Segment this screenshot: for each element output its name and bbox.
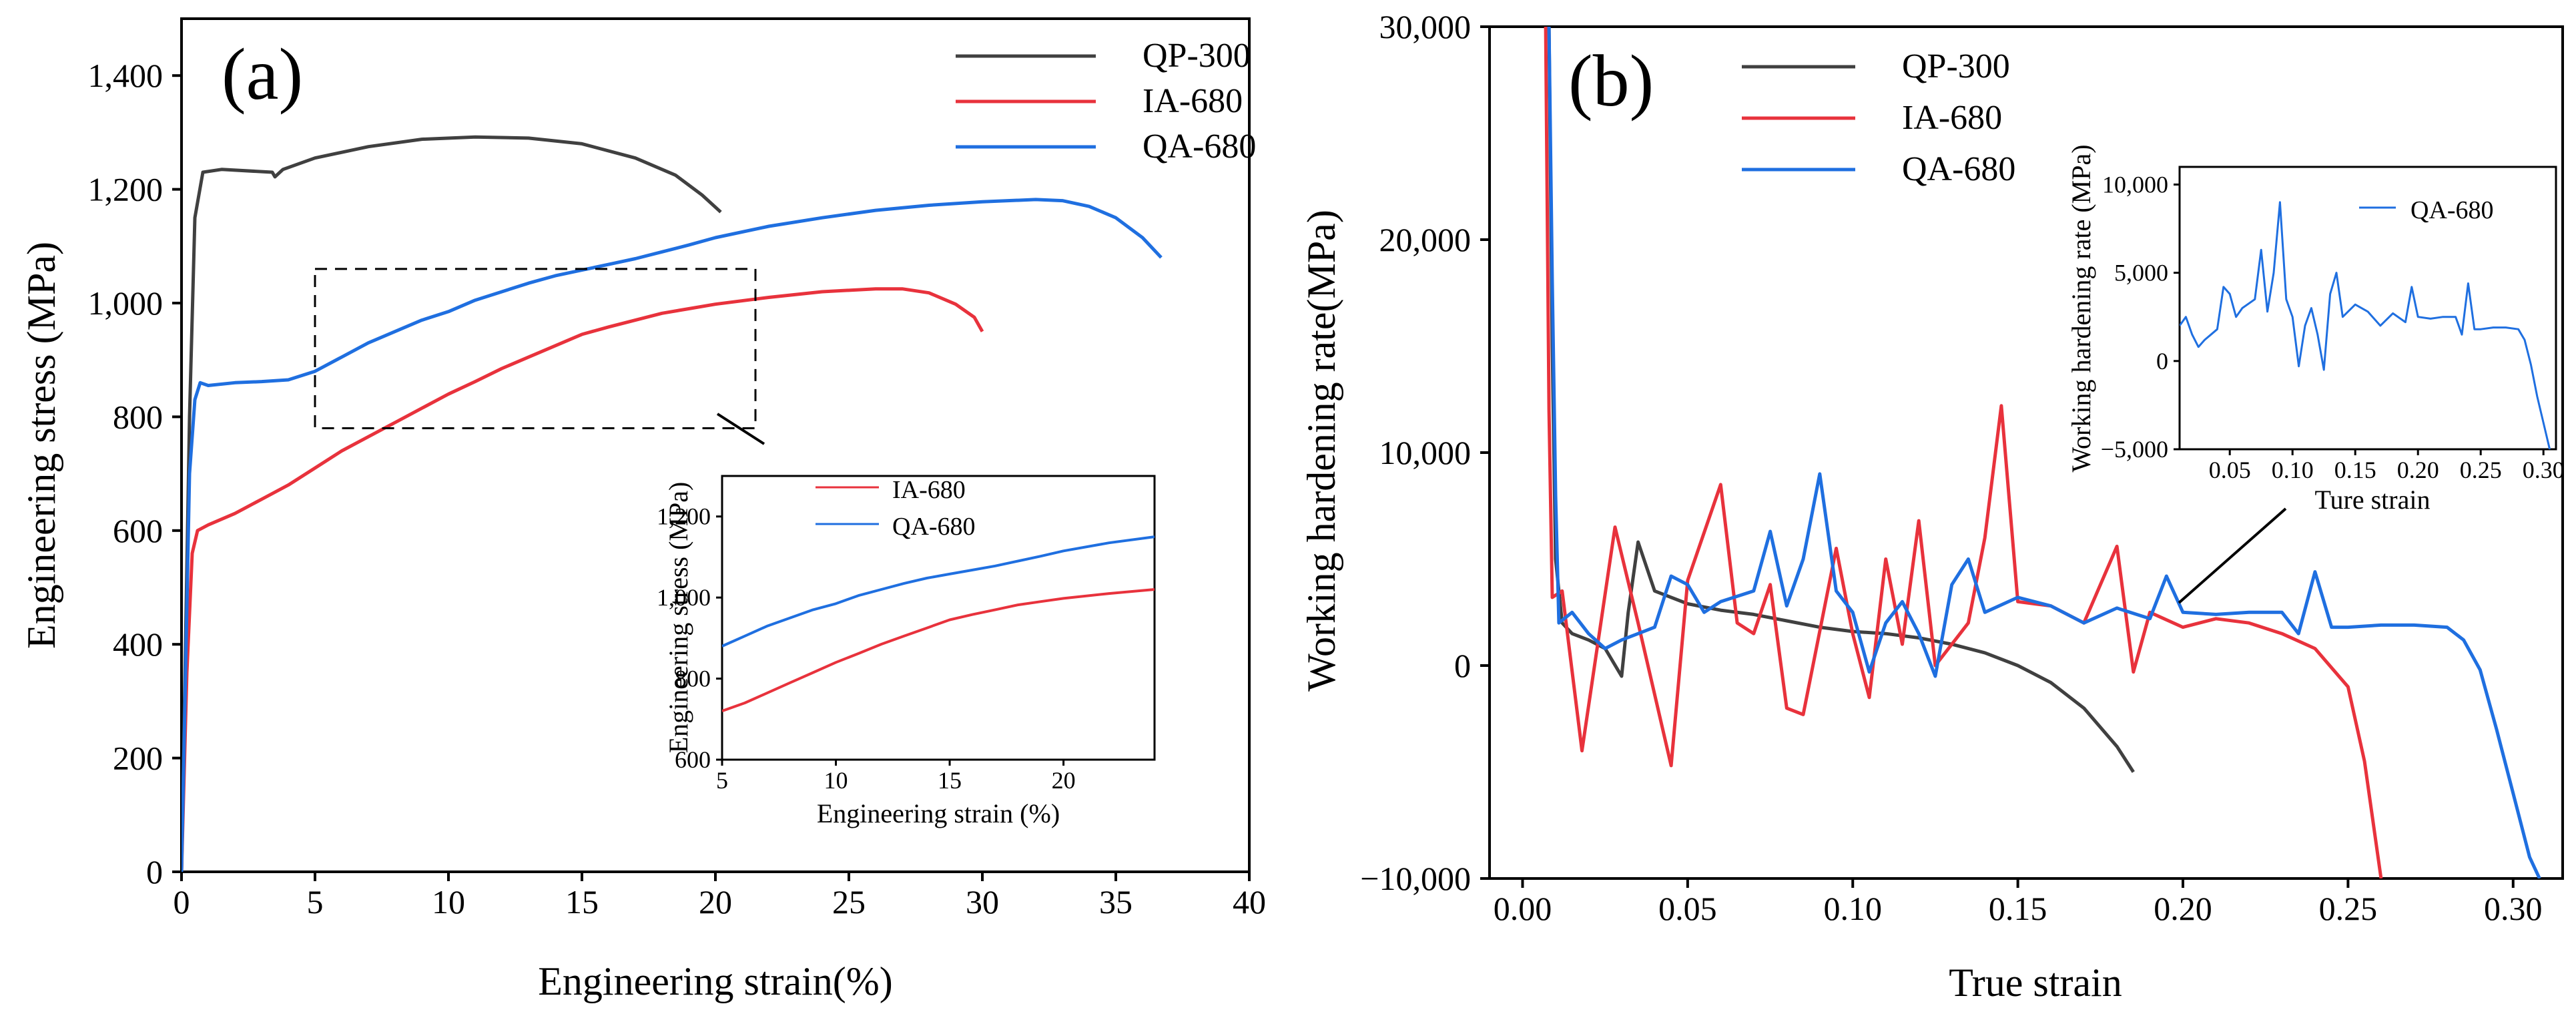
a-x-axis-title: Engineering strain(%) [538,959,892,1003]
b-inset-plot-frame [2178,166,2557,451]
b-legend-label: IA-680 [1902,99,2002,137]
a-inset-y-tick-label: 800 [675,666,711,692]
a-x-tick-label: 30 [966,883,999,921]
a-x-tick-label: 5 [307,883,324,921]
b-x-axis-title: True strain [1949,961,2122,1005]
b-inset-connector [2178,507,2287,604]
a-y-tick-label: 200 [113,740,163,777]
a-series-ia-680 [182,287,984,872]
a-series-qp-300 [182,135,722,872]
a-series-qa-680 [182,198,1163,872]
a-inset-x-tick-label: 5 [716,767,728,794]
b-y-axis-title: Working hardening rate(MPa) [1299,210,1343,692]
a-inset-y-tick-label: 1,000 [657,584,711,611]
a-panel-label: (a) [222,33,303,115]
b-series-qa-680 [1547,27,2541,878]
a-x-tick-label: 20 [699,883,732,921]
a-x-tick-label: 25 [832,883,866,921]
a-inset-y-tick-label: 600 [675,746,711,773]
a-inset-legend-label: QA-680 [892,513,976,541]
b-y-tick-label: 0 [1454,647,1471,684]
a-inset-legend-label: IA-680 [892,476,966,504]
a-y-tick-label: 800 [113,398,163,435]
a-x-tick-label: 0 [174,883,190,921]
b-x-tick-label: 0.20 [2154,890,2212,927]
b-x-tick-label: 0.25 [2319,890,2378,927]
panel-a-stress-strain-chart: 0 5 10 15 20 25 30 35 4002004006008001,0001,2001… [19,17,1266,1003]
a-inset-series-ia-680 [722,588,1155,712]
b-y-tick-label: 30,000 [1379,8,1472,45]
b-inset-x-tick-label: 0.25 [2460,457,2502,483]
b-panel-label: (b) [1568,40,1654,121]
b-x-tick-label: 0.05 [1658,890,1717,927]
b-inset-legend-label: QA-680 [2410,196,2494,224]
a-inset-y-tick-label: 1,200 [657,503,711,530]
b-x-tick-label: 0.15 [1989,890,2047,927]
a-legend-label: QA-680 [1143,128,1256,166]
a-y-tick-label: 1,200 [88,171,164,208]
b-y-tick-label: −10,000 [1360,860,1471,897]
a-legend-label: IA-680 [1143,82,1243,120]
a-inset-x-tick-label: 15 [938,767,962,794]
a-x-tick-label: 10 [432,883,465,921]
a-legend-label: QP-300 [1143,37,1251,75]
a-y-tick-label: 400 [113,625,163,663]
b-legend-label: QP-300 [1902,47,2010,85]
panel-b-work-hardening-chart: 0.00 0.05 0.10 0.15 0.20 0.25 0.30 −10,000 0 10,0… [1299,8,2565,1005]
b-inset-x-tick-label: 0.20 [2397,457,2439,483]
b-series-ia-680 [1544,27,2383,878]
b-y-tick-label: 10,000 [1379,434,1472,471]
a-x-tick-label: 40 [1233,883,1266,921]
b-x-tick-label: 0.00 [1494,890,1552,927]
b-inset-series-qa-680 [2180,201,2551,449]
a-x-tick-label: 15 [565,883,599,921]
b-x-tick-label: 0.30 [2484,890,2543,927]
a-inset-x-tick-label: 10 [824,767,848,794]
b-plot-frame [1488,25,2564,880]
b-y-tick-label: 20,000 [1379,221,1472,258]
a-y-tick-label: 1,000 [88,284,164,322]
a-inset-x-axis-title: Engineering strain (%) [817,798,1060,828]
a-zoom-connector [716,413,765,445]
b-inset-x-tick-label: 0.10 [2272,457,2314,483]
a-inset-x-tick-label: 20 [1052,767,1076,794]
a-inset-series-qa-680 [722,535,1155,648]
b-inset-y-axis-title: Working hardening rate (MPa) [2066,144,2096,472]
a-y-axis-title: Engineering stress (MPa) [19,242,63,649]
a-y-tick-label: 1,400 [88,57,164,94]
b-inset-x-axis-title: Ture strain [2315,485,2431,515]
a-y-tick-label: 600 [113,512,163,549]
a-zoom-box [314,268,757,429]
b-inset-y-tick-label: −5,000 [2101,436,2168,463]
b-legend-label: QA-680 [1902,150,2015,188]
b-inset-x-tick-label: 0.15 [2334,457,2376,483]
b-x-tick-label: 0.10 [1823,890,1882,927]
a-y-tick-label: 0 [146,853,163,891]
b-inset-y-tick-label: 10,000 [2102,171,2168,198]
b-inset-y-tick-label: 5,000 [2114,260,2168,286]
a-inset-y-axis-title: Engineering stress (MPa) [663,482,693,754]
b-inset-y-tick-label: 0 [2156,348,2168,374]
b-inset-x-tick-label: 0.30 [2523,457,2565,483]
b-inset-x-tick-label: 0.05 [2209,457,2251,483]
b-series-qp-300 [1547,27,2135,773]
a-x-tick-label: 35 [1099,883,1133,921]
